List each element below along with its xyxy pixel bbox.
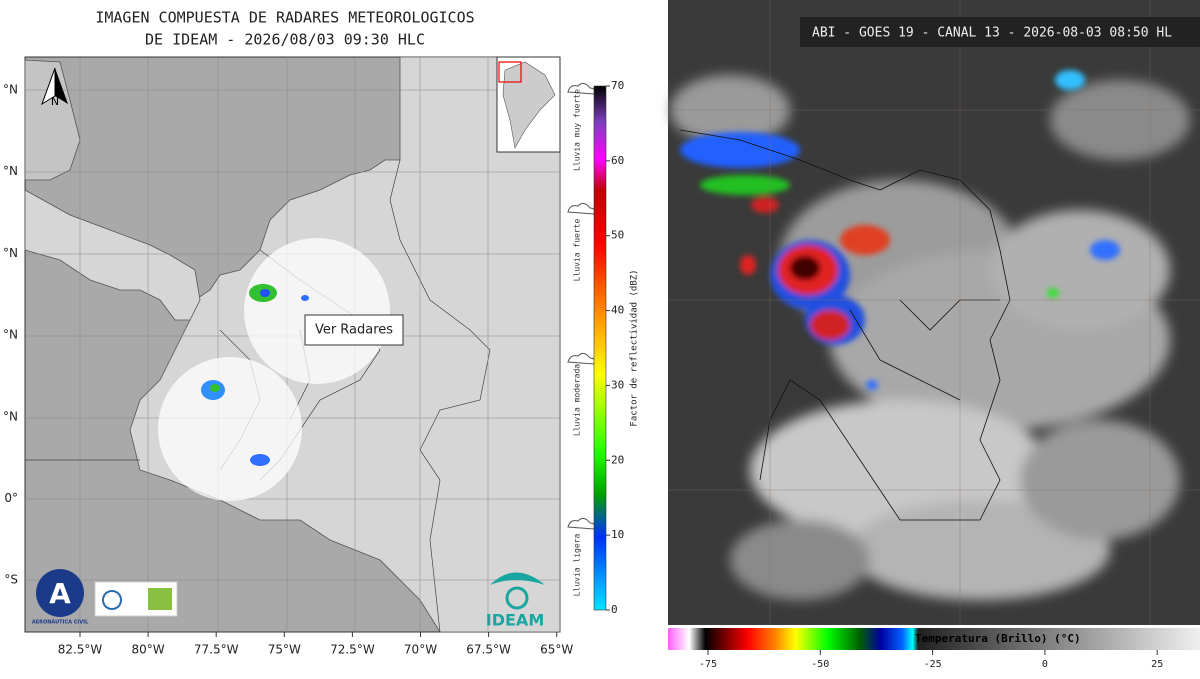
- lon-label: 80°W: [132, 643, 165, 657]
- intensity-label: Lluvia fuerte: [573, 219, 582, 282]
- tick-label: -75: [699, 659, 717, 670]
- tick-label: 30: [611, 378, 624, 391]
- lon-label: 75°W: [268, 643, 301, 657]
- satellite-panel: ABI - GOES 19 - CANAL 13 - 2026-08-03 08…: [668, 0, 1200, 670]
- logos: A AERONÁUTICA CIVIL IDEAM: [32, 569, 545, 630]
- lat-label: °N: [3, 246, 18, 260]
- lon-labels: 82.5°W 80°W 77.5°W 75°W 72.5°W 70°W 67.5°W 65°W: [58, 632, 573, 657]
- lon-label: 82.5°W: [58, 643, 103, 657]
- lon-label: 65°W: [540, 643, 573, 657]
- tick-label: -25: [924, 659, 942, 670]
- temp-colorbar: [668, 628, 1200, 650]
- lat-label: °S: [4, 573, 18, 587]
- tick-label: 10: [611, 528, 624, 541]
- button[interactable]: [304, 314, 404, 346]
- radar-echoes: [201, 284, 309, 466]
- tick-label: -50: [811, 659, 829, 670]
- lat-label: 0°: [4, 491, 18, 505]
- intensity-label: Lluvia muy fuerte: [573, 89, 582, 171]
- temp-ticks: -75 -50 -25 0 25: [699, 650, 1163, 670]
- north-label: N: [51, 95, 59, 108]
- title-line: DE IDEAM - 2026/08/03 09:30 HLC: [145, 31, 425, 49]
- tick-label: 25: [1151, 659, 1163, 670]
- inset-map: [496, 56, 561, 153]
- lat-labels: °N °N °N °N °N 0° °S: [3, 83, 18, 587]
- tick-label: 20: [611, 453, 624, 466]
- tick-label: 0: [1042, 659, 1048, 670]
- tick-label: 50: [611, 229, 624, 242]
- lon-label: 67.5°W: [466, 643, 511, 657]
- lon-label: 70°W: [404, 643, 437, 657]
- header-box: [800, 17, 1200, 47]
- graticule: [25, 57, 560, 632]
- svg-text:A: A: [49, 577, 71, 610]
- lat-label: °N: [3, 409, 18, 423]
- button-label[interactable]: Ver Radares: [315, 323, 393, 338]
- weather-icon: [567, 517, 595, 530]
- lat-label: °N: [3, 83, 18, 97]
- dbz-colorbar: [593, 85, 607, 611]
- weather-icon: [567, 202, 595, 215]
- title-line: IMAGEN COMPUESTA DE RADARES METEOROLOGIC…: [95, 9, 474, 27]
- north-arrow: N: [41, 67, 68, 108]
- radar-coverage: [158, 357, 302, 501]
- lat-label: °N: [3, 328, 18, 342]
- lat-label: °N: [3, 164, 18, 178]
- radar-panel: IMAGEN COMPUESTA DE RADARES METEOROLOGIC…: [3, 9, 639, 657]
- intensity-label: Lluvia moderada: [573, 364, 582, 436]
- tick-label: 70: [611, 79, 624, 92]
- lon-label: 72.5°W: [330, 643, 375, 657]
- logo-text: AERONÁUTICA CIVIL: [32, 619, 89, 626]
- colorbar-label: Factor de reflectividad (dBZ): [630, 269, 640, 426]
- radar-coverage: [244, 238, 390, 384]
- colorbar-label: Temperatura (Brillo) (°C): [915, 632, 1081, 645]
- ver-radares-button[interactable]: Ver Radares: [304, 314, 404, 346]
- header: ABI - GOES 19 - CANAL 13 - 2026-08-03 08…: [812, 26, 1172, 41]
- intensity-labels: Lluvia muy fuerte Lluvia fuerte Lluvia mod…: [567, 82, 595, 597]
- graticule: [668, 0, 1200, 625]
- intensity-label: Lluvia ligera: [573, 534, 582, 597]
- logo-text: IDEAM: [486, 611, 544, 630]
- tick-label: 40: [611, 304, 624, 317]
- tick-label: 0: [611, 603, 618, 616]
- lon-label: 77.5°W: [194, 643, 239, 657]
- dbz-ticks: 0 10 20 30 40 50 60 70: [606, 79, 624, 616]
- tick-label: 60: [611, 154, 624, 167]
- weather-icon: [567, 352, 595, 365]
